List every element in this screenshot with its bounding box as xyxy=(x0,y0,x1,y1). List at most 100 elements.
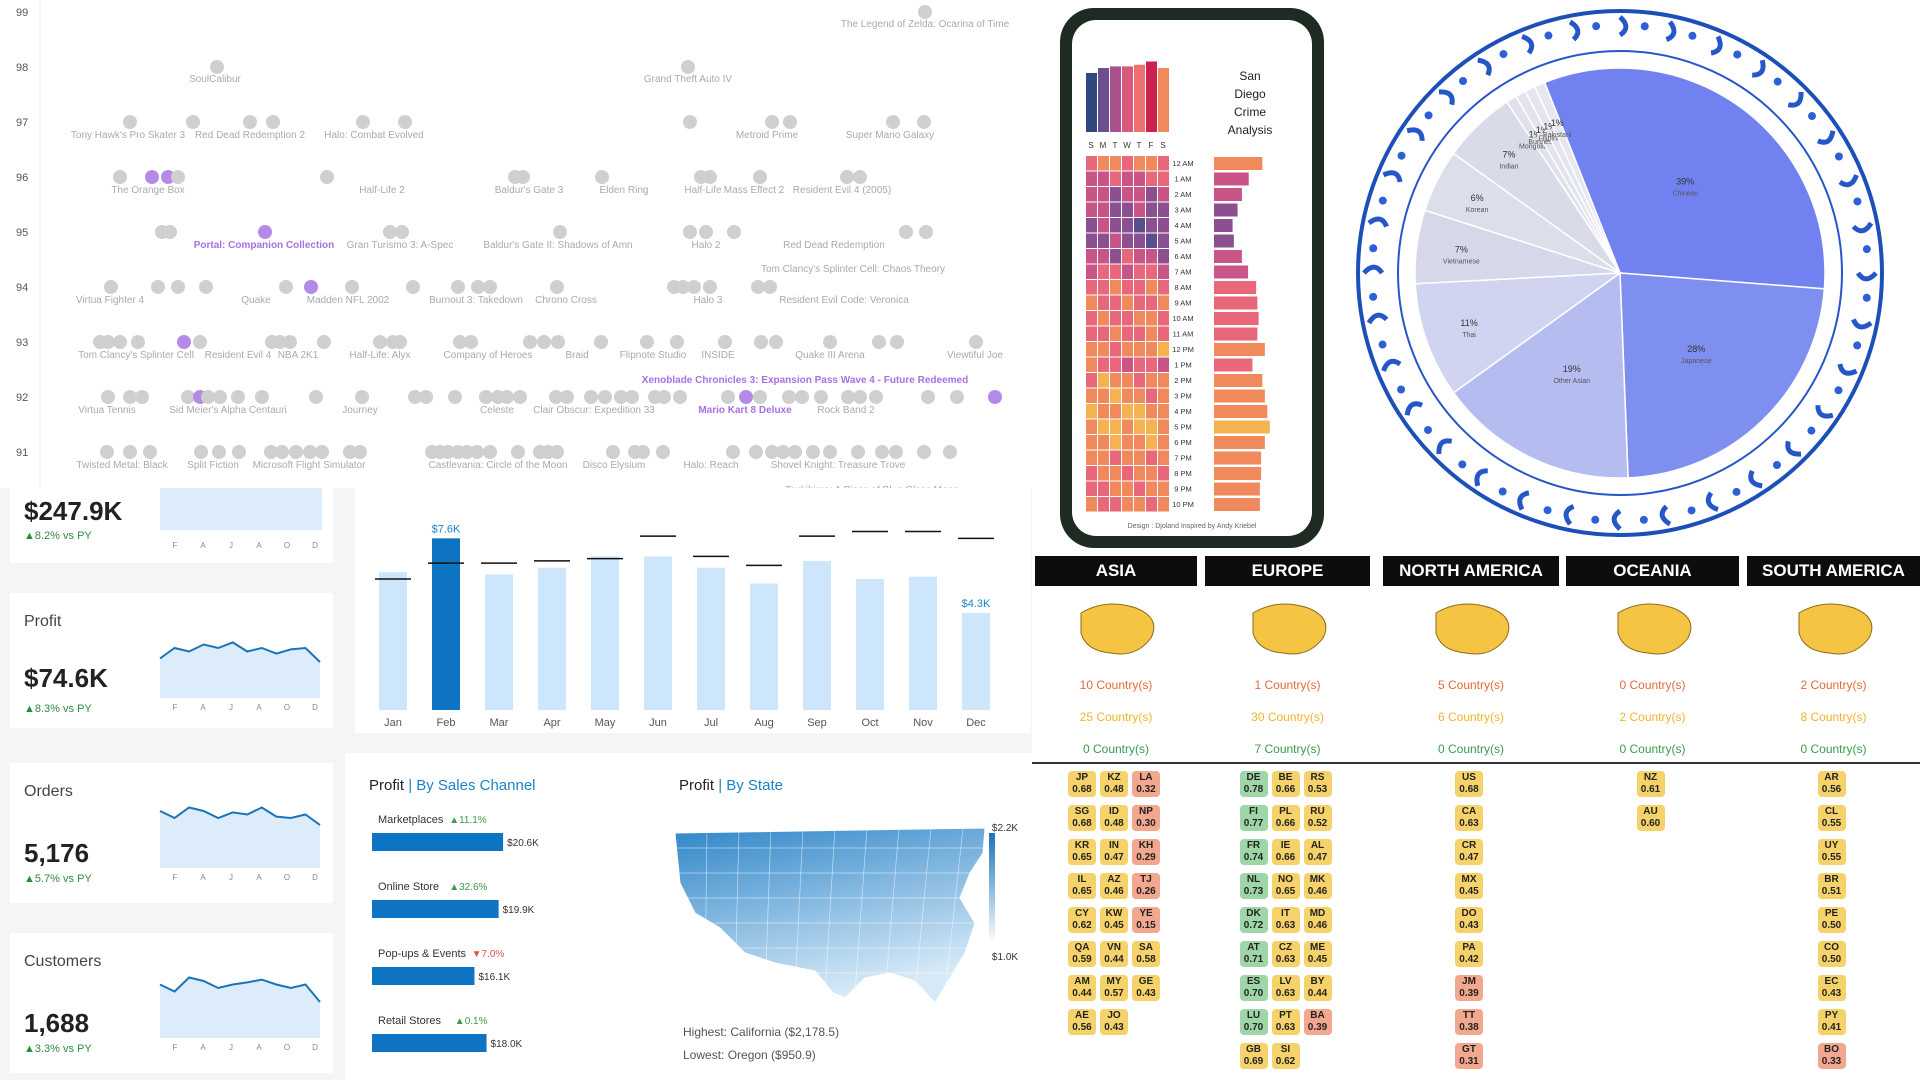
point-label: Rock Band 2 xyxy=(817,405,875,416)
y-tick-label: 98 xyxy=(16,62,28,74)
heat-cell xyxy=(1134,373,1145,388)
heat-cell xyxy=(1122,202,1133,217)
chip-code: YE xyxy=(1139,908,1153,919)
point-label: Castlevania: Circle of the Moon xyxy=(429,460,568,471)
plate-ornament-dot xyxy=(1591,515,1600,524)
y-tick-label: 99 xyxy=(16,7,28,19)
scatter-point xyxy=(683,115,697,129)
point-label: Company of Heroes xyxy=(444,350,533,361)
heat-cell xyxy=(1110,388,1121,403)
day-label: M xyxy=(1100,141,1107,150)
chip-value: 0.33 xyxy=(1821,1056,1842,1067)
chip-code: DO xyxy=(1461,908,1477,919)
chip-value: 0.56 xyxy=(1821,784,1842,795)
chip-value: 0.73 xyxy=(1243,886,1264,897)
heat-cell xyxy=(1134,435,1145,450)
channel-bar xyxy=(372,900,499,918)
scatter-point xyxy=(726,445,740,459)
chip-value: 0.63 xyxy=(1459,818,1479,829)
heat-cell xyxy=(1110,171,1121,186)
point-label: Quake III Arena xyxy=(795,350,865,361)
chip-code: FI xyxy=(1249,806,1258,817)
country-chip: NZ 0.61 xyxy=(1636,771,1665,797)
chip-value: 0.65 xyxy=(1072,886,1092,897)
point-label: Red Dead Redemption xyxy=(783,240,885,251)
country-chip: MX 0.45 xyxy=(1455,873,1483,899)
scatter-point xyxy=(483,280,497,294)
scatter-point xyxy=(101,335,115,349)
plate-ornament xyxy=(1517,490,1530,511)
scatter-point xyxy=(113,335,127,349)
channel-bar xyxy=(372,1034,487,1052)
country-count: 7 Country(s) xyxy=(1254,742,1321,756)
point-label: Half-Life 2 xyxy=(359,185,405,196)
country-chip: NO 0.65 xyxy=(1271,873,1300,899)
chip-code: US xyxy=(1462,772,1476,783)
hour-label: 2 PM xyxy=(1174,376,1192,385)
country-count: 1 Country(s) xyxy=(1254,678,1321,692)
point-label: Resident Evil 4 (2005) xyxy=(793,185,891,196)
heat-cell xyxy=(1146,419,1157,434)
heat-cell xyxy=(1134,156,1145,171)
heat-cell xyxy=(1158,295,1169,310)
scatter-point xyxy=(123,390,137,404)
point-label: Celeste xyxy=(480,405,514,416)
day-label: T xyxy=(1137,141,1142,150)
scatter-point xyxy=(988,390,1002,404)
kpi-value: 1,688 xyxy=(24,1008,90,1038)
point-label: Gran Turismo 3: A-Spec xyxy=(347,240,454,251)
heat-cell xyxy=(1110,357,1121,372)
hour-bar xyxy=(1214,219,1233,232)
plate-ornament-dot xyxy=(1458,460,1467,469)
chip-value: 0.30 xyxy=(1136,818,1156,829)
heat-cell xyxy=(1098,218,1109,233)
scatter-point xyxy=(355,390,369,404)
scatter-point xyxy=(303,445,317,459)
country-chip: LU 0.70 xyxy=(1239,1009,1268,1035)
scatter-point xyxy=(345,280,359,294)
scatter-point xyxy=(886,115,900,129)
slice-pct: 1% xyxy=(1529,129,1542,139)
country-chip: CZ 0.63 xyxy=(1271,941,1300,967)
scatter-point xyxy=(193,335,207,349)
country-count: 0 Country(s) xyxy=(1619,742,1686,756)
country-chip: ID 0.48 xyxy=(1100,805,1128,831)
chip-value: 0.39 xyxy=(1459,988,1479,999)
chip-code: LV xyxy=(1279,976,1292,987)
kpi-card: Customers 1,688 ▲3.3% vs PY F A J A O D xyxy=(10,933,333,1073)
state-border xyxy=(884,827,900,994)
scatter-point xyxy=(353,445,367,459)
heat-cell xyxy=(1110,373,1121,388)
heat-cell xyxy=(1158,404,1169,419)
heat-cell xyxy=(1098,373,1109,388)
country-chip: JP 0.68 xyxy=(1068,771,1096,797)
scatter-point xyxy=(232,445,246,459)
country-chip: CA 0.63 xyxy=(1455,805,1483,831)
heat-cell xyxy=(1086,466,1097,481)
chip-code: AL xyxy=(1310,840,1325,851)
country-chip: BO 0.33 xyxy=(1817,1043,1846,1069)
slice-pct: 1% xyxy=(1536,125,1549,135)
chip-value: 0.50 xyxy=(1821,954,1842,965)
point-label: Baldur's Gate 3 xyxy=(495,185,564,196)
day-bar xyxy=(1158,68,1169,132)
scatter-point xyxy=(255,390,269,404)
hour-bar xyxy=(1214,389,1265,403)
pie-slice xyxy=(1414,272,1623,394)
heat-cell xyxy=(1110,311,1121,326)
heat-cell xyxy=(1134,187,1145,202)
kpi-axis-label: A xyxy=(200,541,206,548)
month-label: Aug xyxy=(754,717,774,729)
chip-value: 0.47 xyxy=(1307,852,1328,863)
state-border xyxy=(794,827,804,994)
slice-pct: 1% xyxy=(1551,118,1564,128)
kpi-axis-label: A xyxy=(256,1043,262,1052)
month-bar xyxy=(538,567,566,710)
chip-value: 0.55 xyxy=(1821,818,1842,829)
month-label: Mar xyxy=(490,717,509,729)
y-tick-label: 97 xyxy=(16,117,28,129)
day-label: S xyxy=(1160,141,1165,150)
scatter-point xyxy=(151,280,165,294)
hour-label: 11 AM xyxy=(1173,330,1194,339)
country-chip: DK 0.72 xyxy=(1239,907,1268,933)
